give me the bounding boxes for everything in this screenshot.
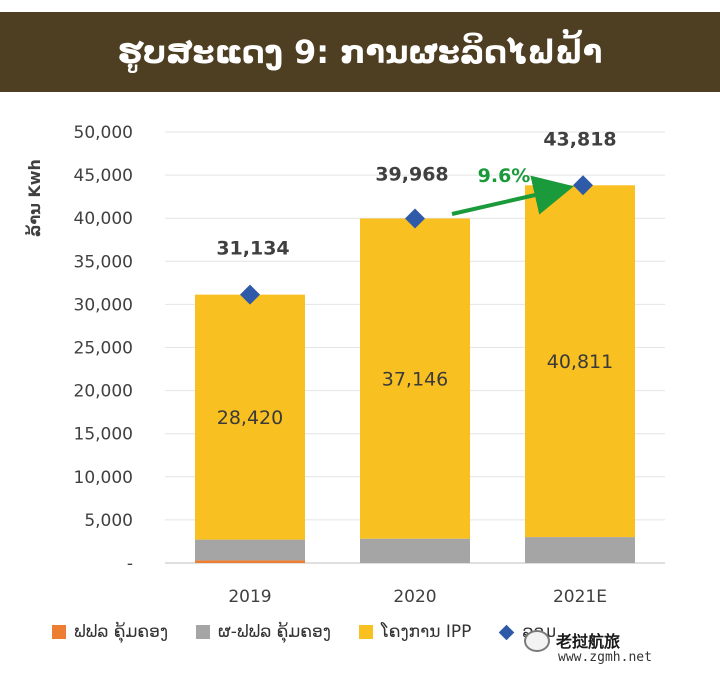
y-tick-label: - — [127, 554, 133, 574]
y-tick-label: 5,000 — [84, 511, 133, 531]
y-tick-label: 30,000 — [74, 295, 133, 315]
legend-swatch-ipp — [358, 625, 373, 639]
chart-title: ຮູບສະແດງ 9: ການຜະລິດໄຟຟ້າ — [117, 33, 603, 71]
legend-item-edl: ຟຟລ ຄຸ້ມຄອງ — [52, 622, 168, 642]
y-tick-label: 45,000 — [74, 166, 133, 186]
data-label-total: 31,134 — [216, 238, 289, 260]
y-tick-label: 15,000 — [74, 425, 133, 445]
bar-segment-edl-gen — [195, 539, 305, 561]
top-margin — [0, 0, 720, 12]
legend-label-edl: ຟຟລ ຄຸ້ມຄອງ — [74, 622, 169, 642]
bar-segment-edl-gen — [525, 537, 635, 563]
growth-arrow — [451, 175, 574, 216]
y-tick-label: 10,000 — [74, 468, 133, 488]
watermark-url: www.zgmh.net — [558, 650, 652, 665]
x-tick-label: 2020 — [393, 587, 436, 607]
data-label-ipp: 37,146 — [382, 369, 448, 391]
legend-label-edl-gen: ຜ-ຟຟລ ຄຸ້ມຄອງ — [218, 622, 331, 642]
legend-swatch-edl — [52, 625, 66, 639]
data-label-ipp: 40,811 — [547, 351, 613, 373]
bar-segment-ipp — [525, 185, 635, 538]
x-tick-label: 2019 — [228, 587, 271, 607]
total-marker — [573, 175, 593, 196]
data-label-total: 43,818 — [543, 128, 616, 150]
legend-swatch-edl-gen — [196, 625, 211, 639]
data-label-total: 39,968 — [375, 163, 448, 185]
watermark-name: 老挝航旅 — [556, 632, 621, 651]
legend-label-ipp: ໂຄງການ IPP — [380, 622, 472, 642]
y-axis-title: ລ້ານ Kwh — [25, 159, 44, 237]
wechat-icon — [524, 630, 550, 652]
stacked-bar-chart: - 5,000 10,000 15,000 20,000 25,000 30,000 35,0… — [25, 123, 665, 607]
y-tick-label: 20,000 — [74, 382, 133, 402]
legend-diamond-total — [499, 624, 515, 640]
total-marker — [240, 284, 260, 305]
data-label-ipp: 28,420 — [217, 407, 283, 429]
y-tick-label: 35,000 — [74, 252, 133, 272]
growth-label: 9.6% — [478, 165, 531, 187]
bar-segment-edl — [195, 560, 305, 563]
bar-segment-edl-gen — [360, 538, 470, 563]
bar-segment-ipp — [360, 218, 470, 539]
total-marker — [405, 208, 425, 229]
y-tick-label: 25,000 — [74, 339, 133, 359]
watermark: 老挝航旅 www.zgmh.net — [518, 628, 708, 672]
legend-item-edl-gen: ຜ-ຟຟລ ຄຸ້ມຄອງ — [196, 622, 331, 642]
title-band — [0, 12, 720, 92]
bar-segment-ipp — [195, 294, 305, 540]
legend-item-ipp: ໂຄງການ IPP — [358, 622, 472, 642]
y-tick-label: 40,000 — [74, 209, 133, 229]
y-tick-label: 50,000 — [74, 123, 133, 143]
x-tick-label: 2021E — [553, 587, 607, 607]
